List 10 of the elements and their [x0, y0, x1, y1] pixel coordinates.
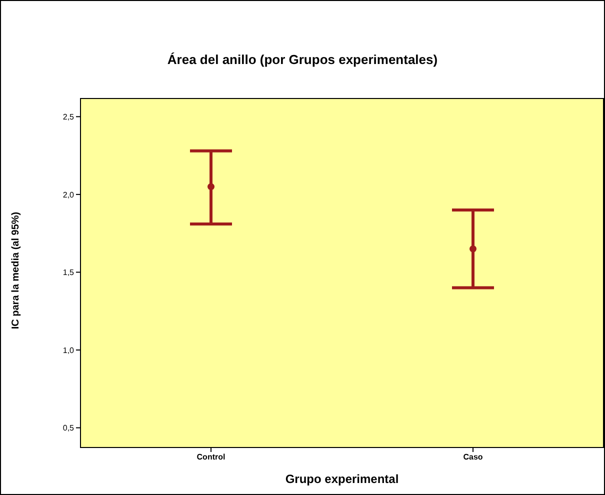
y-tick-label: 1,5	[62, 268, 75, 278]
y-tick-label: 2,0	[62, 190, 75, 200]
chart-title: Área del anillo (por Grupos experimentales)	[166, 52, 439, 67]
x-tick-label: Control	[196, 452, 226, 462]
y-axis-title: IC para la media (al 95%)	[10, 210, 22, 332]
y-tick-label: 0,5	[62, 424, 75, 433]
x-axis-title: Grupo experimental	[284, 472, 400, 486]
x-tick-label: Caso	[463, 452, 483, 462]
y-tick-label: 2,5	[62, 112, 75, 122]
y-tick-label: 1,0	[62, 346, 75, 355]
